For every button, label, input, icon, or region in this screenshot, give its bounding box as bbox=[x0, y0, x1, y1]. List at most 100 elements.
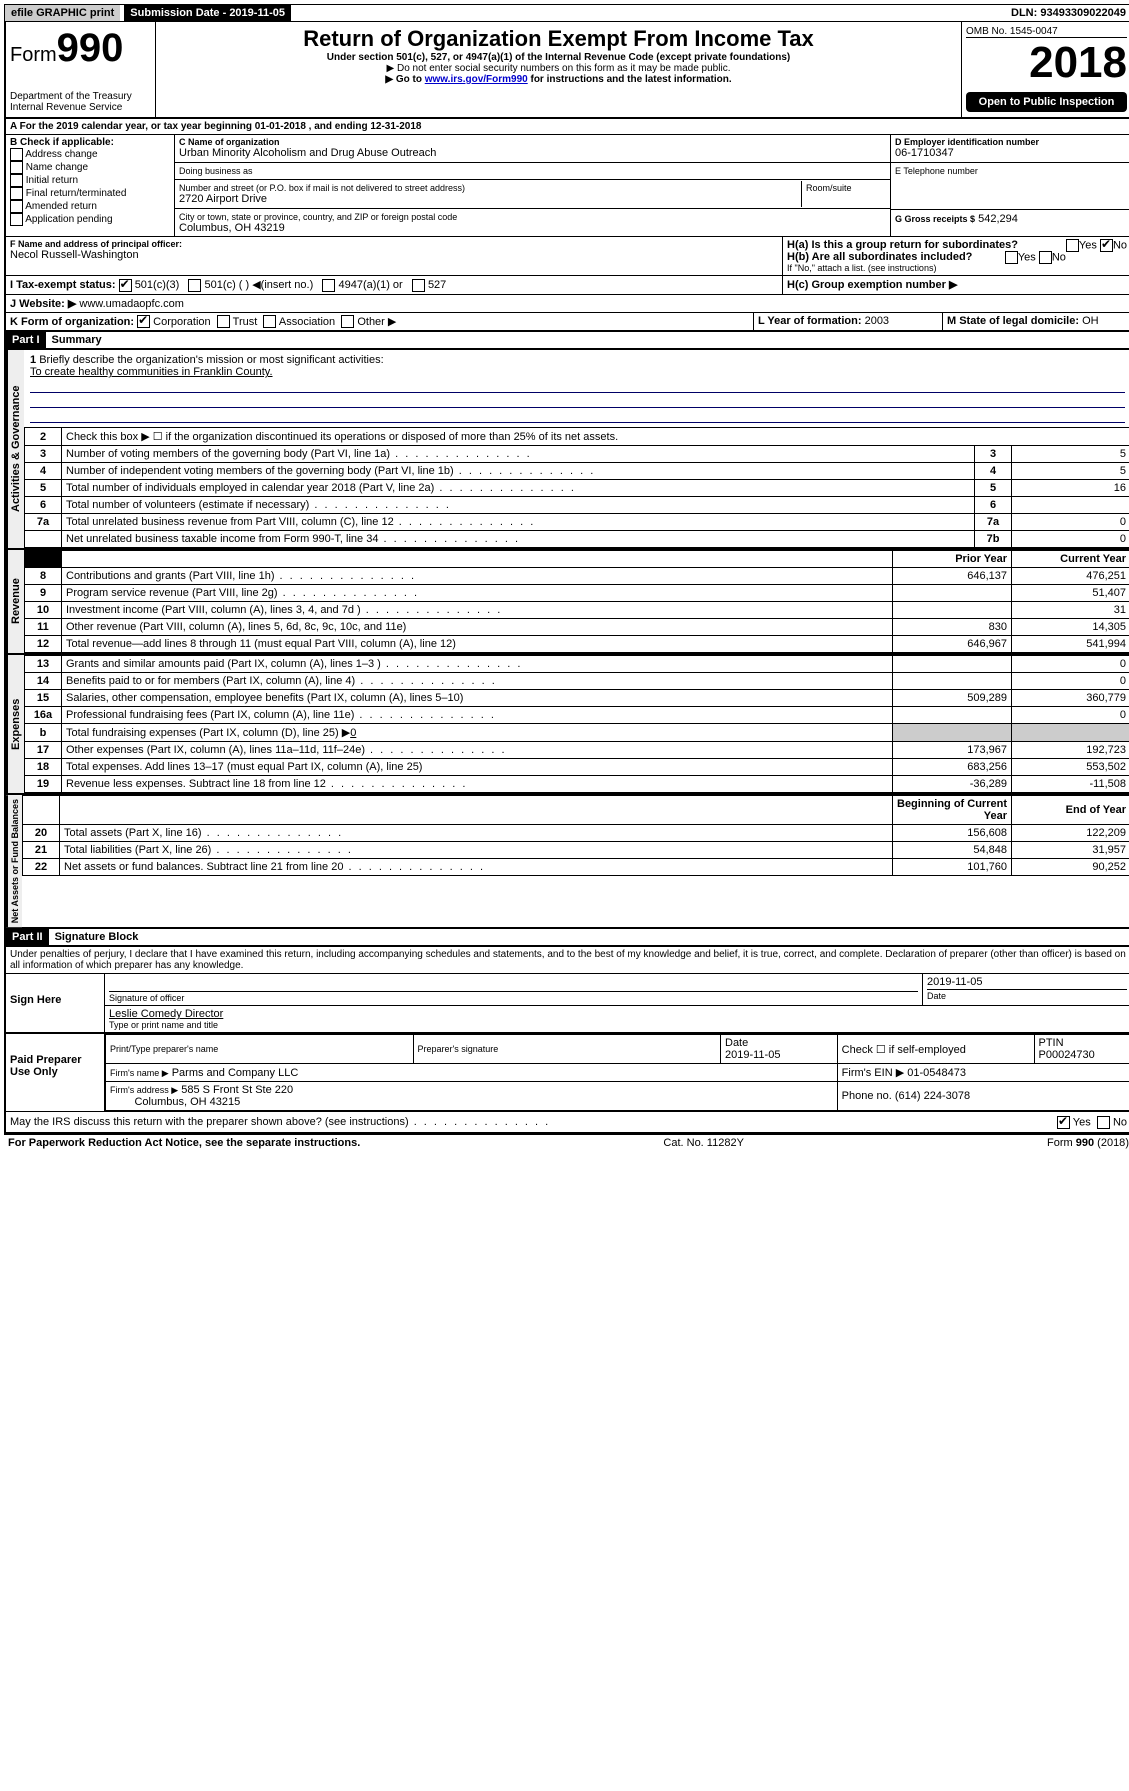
addr-label: Number and street (or P.O. box if mail i… bbox=[179, 183, 797, 193]
type-name-label: Type or print name and title bbox=[109, 1020, 1127, 1030]
ha-yes-checkbox[interactable] bbox=[1066, 239, 1079, 252]
e-phone-label: E Telephone number bbox=[895, 166, 1127, 176]
hb-yes-checkbox[interactable] bbox=[1005, 251, 1018, 264]
p8: 646,137 bbox=[893, 568, 1012, 585]
subtitle-2: ▶ Do not enter social security numbers o… bbox=[160, 63, 957, 74]
address-change-checkbox[interactable] bbox=[10, 148, 23, 161]
paid-preparer-label: Paid Preparer Use Only bbox=[6, 1034, 104, 1111]
501c-checkbox[interactable] bbox=[188, 279, 201, 292]
firm-ein: 01-0548473 bbox=[907, 1067, 966, 1079]
c18: 553,502 bbox=[1012, 759, 1129, 776]
discuss-no-checkbox[interactable] bbox=[1097, 1116, 1110, 1129]
form-number: Form990 bbox=[10, 26, 151, 71]
p21: 54,848 bbox=[893, 842, 1012, 859]
room-label: Room/suite bbox=[802, 181, 890, 207]
mission-text: To create healthy communities in Frankli… bbox=[30, 366, 1125, 378]
final-return-checkbox[interactable] bbox=[10, 187, 23, 200]
governance-section: Activities & Governance 1 Briefly descri… bbox=[4, 350, 1129, 550]
officer-name-title: Leslie Comedy Director bbox=[109, 1008, 1127, 1020]
instructions-link[interactable]: www.irs.gov/Form990 bbox=[425, 74, 528, 85]
cat-no: Cat. No. 11282Y bbox=[663, 1137, 744, 1149]
dept-label: Department of the Treasury Internal Reve… bbox=[10, 91, 151, 113]
527-checkbox[interactable] bbox=[412, 279, 425, 292]
p13 bbox=[893, 656, 1012, 673]
val-3: 5 bbox=[1012, 446, 1129, 463]
submission-date: Submission Date - 2019-11-05 bbox=[124, 5, 291, 21]
efile-link[interactable]: efile GRAPHIC print bbox=[5, 5, 120, 21]
line-22: Net assets or fund balances. Subtract li… bbox=[60, 859, 893, 876]
other-checkbox[interactable] bbox=[341, 315, 354, 328]
prep-sig-label: Preparer's signature bbox=[418, 1044, 717, 1054]
line-a: A For the 2019 calendar year, or tax yea… bbox=[6, 119, 1129, 134]
prior-year-header: Prior Year bbox=[893, 551, 1012, 568]
discuss-row: May the IRS discuss this return with the… bbox=[6, 1111, 1129, 1132]
line-6: Total number of volunteers (estimate if … bbox=[62, 497, 975, 514]
form-title: Return of Organization Exempt From Incom… bbox=[160, 26, 957, 52]
p12: 646,967 bbox=[893, 636, 1012, 653]
self-emp-check[interactable]: Check ☐ if self-employed bbox=[837, 1035, 1034, 1064]
p14 bbox=[893, 673, 1012, 690]
val-4: 5 bbox=[1012, 463, 1129, 480]
val-7a: 0 bbox=[1012, 514, 1129, 531]
revenue-section: Revenue bPrior YearCurrent Year 8Contrib… bbox=[4, 550, 1129, 655]
c8: 476,251 bbox=[1012, 568, 1129, 585]
subtitle-3: ▶ Go to www.irs.gov/Form990 for instruct… bbox=[160, 74, 957, 85]
line-5: Total number of individuals employed in … bbox=[62, 480, 975, 497]
c16a: 0 bbox=[1012, 707, 1129, 724]
form-ref: Form 990 (2018) bbox=[1047, 1137, 1129, 1149]
app-pending-checkbox[interactable] bbox=[10, 213, 23, 226]
p22: 101,760 bbox=[893, 859, 1012, 876]
dln: DLN: 93493309022049 bbox=[1005, 5, 1129, 21]
firm-addr1: 585 S Front St Ste 220 bbox=[181, 1084, 293, 1096]
p16a bbox=[893, 707, 1012, 724]
officer-name: Necol Russell-Washington bbox=[10, 249, 778, 261]
line-1: 1 Briefly describe the organization's mi… bbox=[30, 354, 1125, 366]
sign-here-label: Sign Here bbox=[6, 974, 104, 1032]
net-assets-section: Net Assets or Fund Balances Beginning of… bbox=[4, 795, 1129, 929]
p10 bbox=[893, 602, 1012, 619]
section-b: B Check if applicable: Address change Na… bbox=[6, 135, 175, 236]
tax-year: 2018 bbox=[966, 38, 1127, 88]
p18: 683,256 bbox=[893, 759, 1012, 776]
ha-no-checkbox[interactable] bbox=[1100, 239, 1113, 252]
omb: OMB No. 1545-0047 bbox=[966, 26, 1127, 38]
line-16b: Total fundraising expenses (Part IX, col… bbox=[62, 724, 893, 742]
hb-no-checkbox[interactable] bbox=[1039, 251, 1052, 264]
trust-checkbox[interactable] bbox=[217, 315, 230, 328]
discuss-yes-checkbox[interactable] bbox=[1057, 1116, 1070, 1129]
d-ein-label: D Employer identification number bbox=[895, 137, 1127, 147]
street-address: 2720 Airport Drive bbox=[179, 193, 797, 205]
ein-value: 06-1710347 bbox=[895, 147, 1127, 159]
line-11: Other revenue (Part VIII, column (A), li… bbox=[62, 619, 893, 636]
begin-year-header: Beginning of Current Year bbox=[893, 796, 1012, 825]
current-year-header: Current Year bbox=[1012, 551, 1129, 568]
name-change-checkbox[interactable] bbox=[10, 161, 23, 174]
501c3-checkbox[interactable] bbox=[119, 279, 132, 292]
c21: 31,957 bbox=[1012, 842, 1129, 859]
p20: 156,608 bbox=[893, 825, 1012, 842]
line-19: Revenue less expenses. Subtract line 18 … bbox=[62, 776, 893, 793]
netassets-side-label: Net Assets or Fund Balances bbox=[6, 795, 22, 927]
p15: 509,289 bbox=[893, 690, 1012, 707]
corp-checkbox[interactable] bbox=[137, 315, 150, 328]
ptin: P00024730 bbox=[1039, 1049, 1095, 1061]
website-value: www.umadaopfc.com bbox=[79, 298, 184, 310]
subtitle-1: Under section 501(c), 527, or 4947(a)(1)… bbox=[160, 52, 957, 63]
open-public: Open to Public Inspection bbox=[966, 92, 1127, 112]
val-6 bbox=[1012, 497, 1129, 514]
line-9: Program service revenue (Part VIII, line… bbox=[62, 585, 893, 602]
sig-date: 2019-11-05 bbox=[927, 976, 1127, 988]
line-7a: Total unrelated business revenue from Pa… bbox=[62, 514, 975, 531]
sig-officer-label: Signature of officer bbox=[109, 993, 918, 1003]
line-16a: Professional fundraising fees (Part IX, … bbox=[62, 707, 893, 724]
signature-block: Under penalties of perjury, I declare th… bbox=[4, 947, 1129, 1134]
amended-return-checkbox[interactable] bbox=[10, 200, 23, 213]
4947-checkbox[interactable] bbox=[322, 279, 335, 292]
initial-return-checkbox[interactable] bbox=[10, 174, 23, 187]
assoc-checkbox[interactable] bbox=[263, 315, 276, 328]
c15: 360,779 bbox=[1012, 690, 1129, 707]
p11: 830 bbox=[893, 619, 1012, 636]
section-i: I Tax-exempt status: 501(c)(3) 501(c) ( … bbox=[6, 276, 783, 294]
val-7b: 0 bbox=[1012, 531, 1129, 548]
line-7b: Net unrelated business taxable income fr… bbox=[62, 531, 975, 548]
